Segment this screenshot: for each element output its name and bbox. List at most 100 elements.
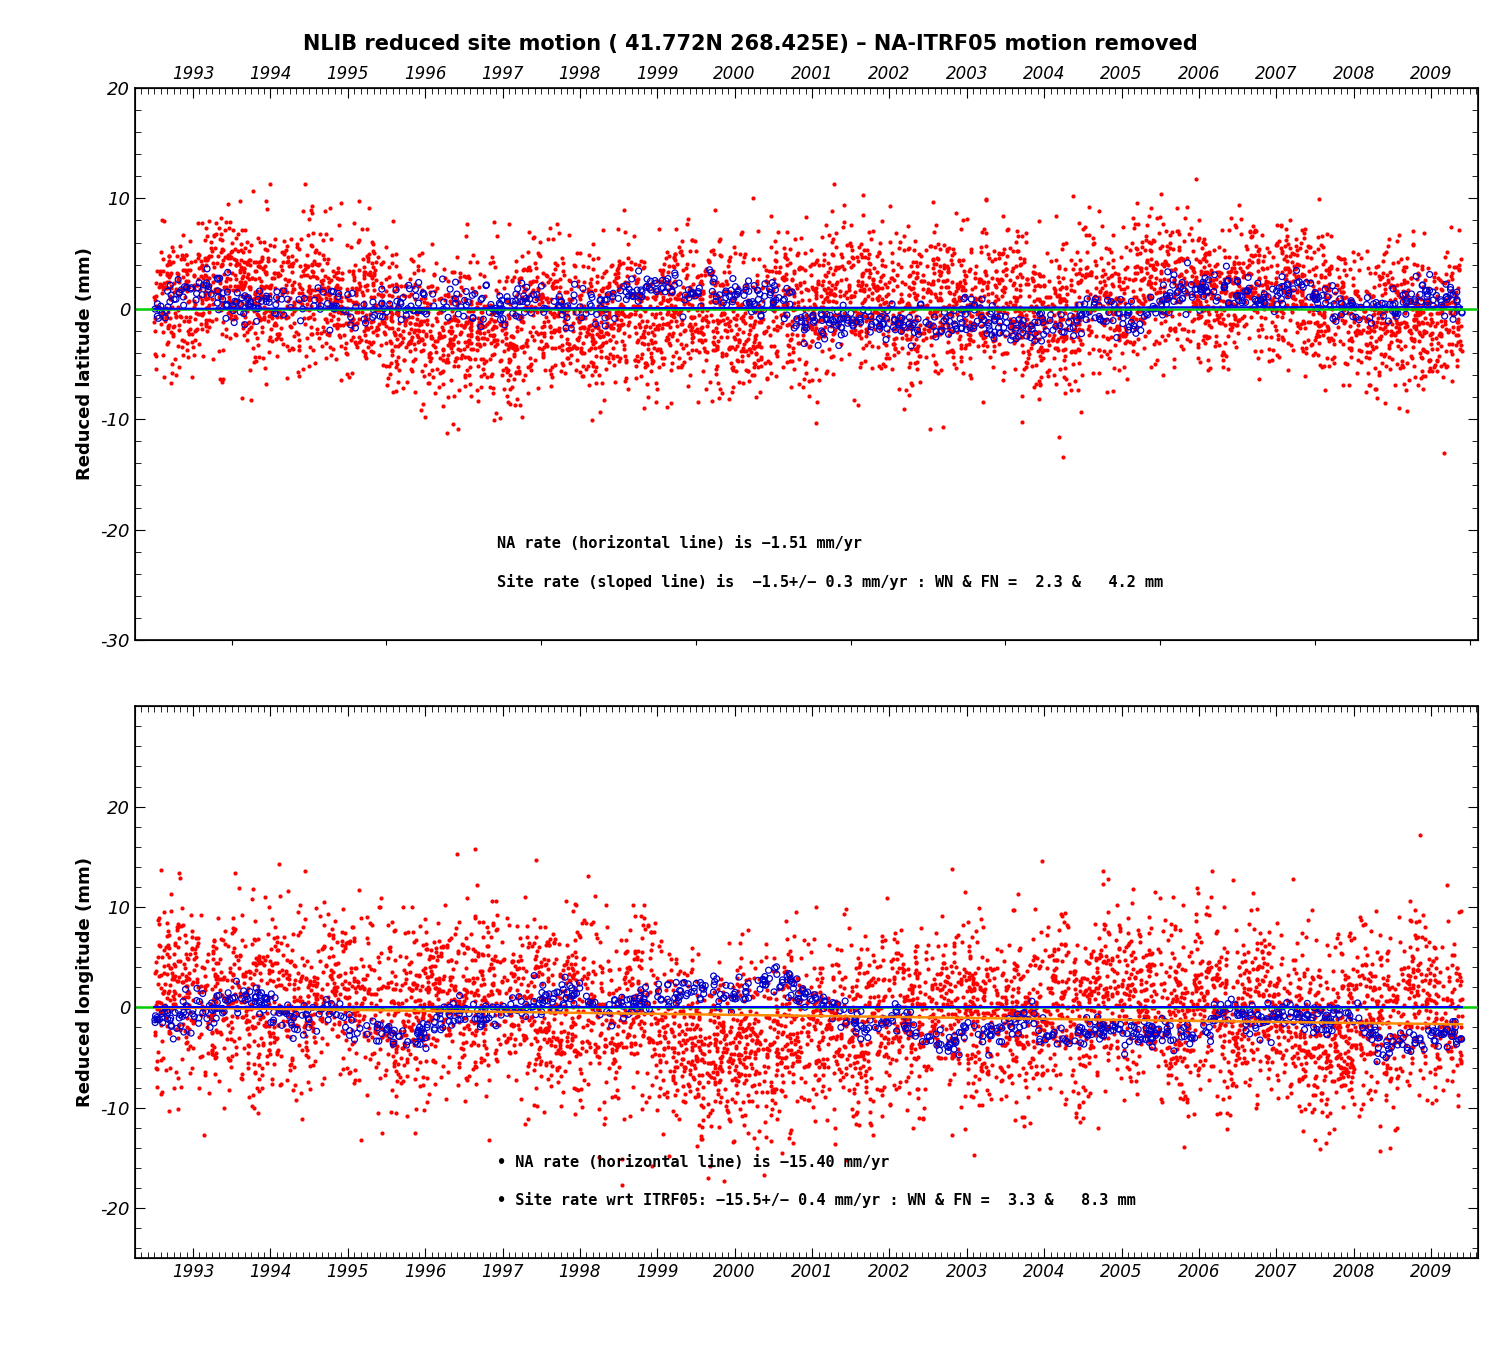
Point [192, 260, 216, 281]
Point [968, 295, 992, 317]
Point [1004, 1003, 1028, 1024]
Point [414, 938, 438, 959]
Point [350, 994, 374, 1016]
Point [886, 253, 910, 275]
Point [1436, 986, 1460, 1008]
Point [1438, 1047, 1462, 1069]
Point [1200, 1008, 1224, 1030]
Point [1052, 349, 1076, 371]
Point [266, 262, 290, 284]
Point [217, 1049, 242, 1070]
Point [492, 277, 516, 299]
Point [276, 1019, 300, 1040]
Point [1224, 1028, 1248, 1050]
Point [548, 963, 572, 985]
Point [272, 1011, 296, 1032]
Point [766, 298, 790, 319]
Point [1316, 285, 1340, 307]
Point [470, 313, 494, 334]
Point [1070, 323, 1094, 345]
Point [1300, 333, 1324, 354]
Point [975, 1040, 999, 1062]
Point [1347, 1034, 1371, 1055]
Point [440, 966, 464, 988]
Point [606, 288, 630, 310]
Point [1114, 1005, 1138, 1027]
Point [453, 367, 477, 388]
Point [1186, 227, 1210, 249]
Point [298, 323, 322, 345]
Point [772, 1035, 796, 1057]
Point [1134, 252, 1158, 273]
Point [1232, 981, 1256, 1003]
Point [482, 377, 506, 399]
Point [470, 287, 494, 308]
Point [765, 340, 789, 361]
Point [742, 1008, 766, 1030]
Point [798, 296, 822, 318]
Point [630, 257, 654, 279]
Point [786, 969, 810, 990]
Point [290, 1108, 314, 1130]
Point [672, 290, 696, 311]
Point [268, 329, 292, 350]
Point [262, 302, 286, 323]
Point [297, 277, 321, 299]
Point [1125, 317, 1149, 338]
Point [656, 291, 680, 313]
Point [1114, 319, 1138, 341]
Point [196, 943, 220, 965]
Point [207, 267, 231, 288]
Point [926, 1011, 950, 1032]
Point [270, 258, 294, 280]
Point [984, 1043, 1008, 1065]
Point [340, 260, 364, 281]
Point [952, 881, 976, 902]
Point [1182, 291, 1206, 313]
Point [1232, 943, 1256, 965]
Point [1161, 1001, 1185, 1023]
Point [1088, 288, 1112, 310]
Point [1094, 1035, 1118, 1057]
Point [153, 901, 177, 923]
Point [678, 1027, 702, 1049]
Point [562, 993, 586, 1015]
Point [290, 292, 314, 314]
Point [426, 327, 450, 349]
Point [1013, 359, 1036, 380]
Point [1364, 990, 1388, 1012]
Point [237, 294, 261, 315]
Point [740, 341, 764, 363]
Point [1334, 310, 1358, 331]
Point [1030, 1034, 1054, 1055]
Point [180, 920, 204, 942]
Point [200, 231, 223, 253]
Point [1150, 364, 1174, 386]
Point [294, 1004, 318, 1026]
Point [1276, 257, 1300, 279]
Point [310, 938, 334, 959]
Point [1260, 349, 1284, 371]
Point [834, 1058, 858, 1080]
Point [254, 288, 278, 310]
Point [1126, 291, 1150, 313]
Point [898, 338, 922, 360]
Point [588, 1001, 612, 1023]
Point [217, 958, 242, 980]
Point [1407, 314, 1431, 336]
Point [660, 1022, 684, 1043]
Point [1252, 273, 1276, 295]
Point [801, 1000, 825, 1022]
Point [1107, 329, 1131, 350]
Point [690, 318, 714, 340]
Point [970, 946, 994, 967]
Point [561, 319, 585, 341]
Point [147, 990, 171, 1012]
Point [1260, 990, 1284, 1012]
Point [1410, 258, 1434, 280]
Point [544, 997, 568, 1019]
Point [1281, 1047, 1305, 1069]
Point [498, 1027, 522, 1049]
Point [676, 287, 700, 308]
Point [810, 273, 834, 295]
